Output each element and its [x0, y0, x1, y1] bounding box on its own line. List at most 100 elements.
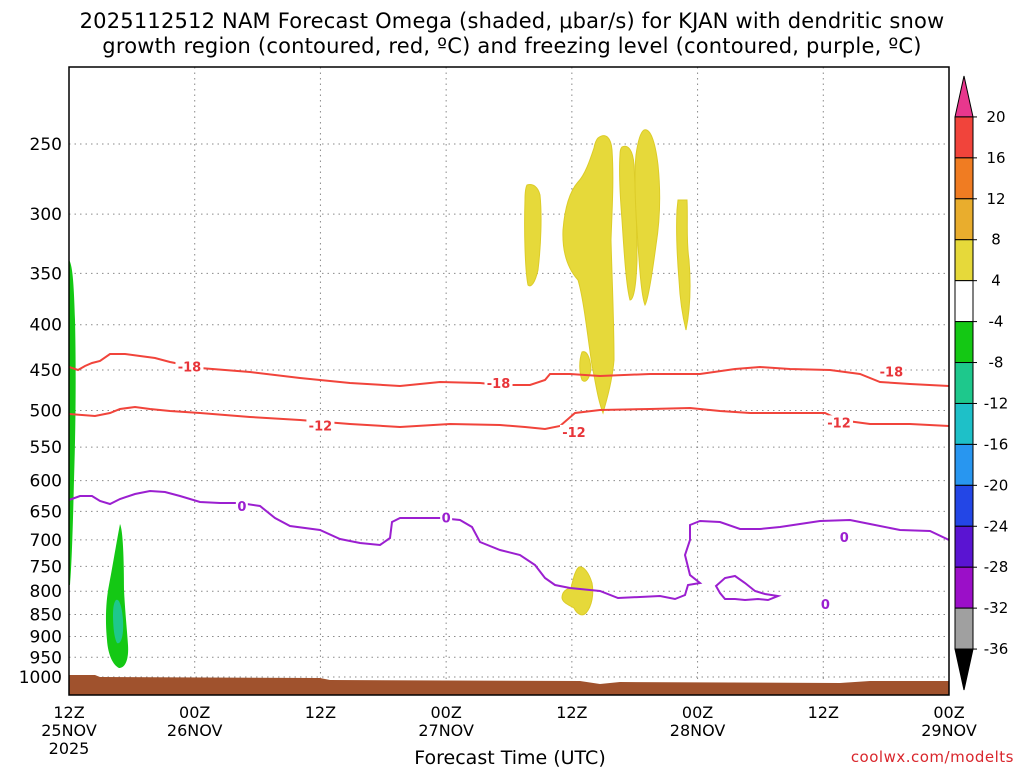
purple-contour-label: 0	[821, 598, 830, 613]
red-contour-label-bg	[306, 418, 335, 434]
x-tick-label: 2025	[49, 739, 90, 758]
colorbar-bin	[954, 402, 974, 445]
colorbar-label: -16	[984, 435, 1009, 453]
x-tick-label: 00Z	[933, 703, 964, 722]
y-tick-label: 950	[30, 648, 62, 668]
red-contour-label-bg	[175, 359, 204, 375]
x-tick-label: 28NOV	[670, 721, 726, 740]
colorbar-label: -8	[989, 354, 1004, 372]
x-tick-label: 27NOV	[418, 721, 474, 740]
colorbar-label: 20	[986, 108, 1005, 126]
red-contour-label: -12	[827, 416, 851, 431]
colorbar: 20 16 12 8 4 -4 -8 -12 -16 -20 -24 -28 -32 -36	[954, 75, 1009, 691]
colorbar-label: 8	[991, 231, 1001, 249]
contour-zero-main	[69, 489, 949, 601]
y-tick-label: 1000	[19, 668, 62, 688]
contour-labels: -18 -18 -18 -12 -12 -12 0 0 0 0	[175, 359, 906, 613]
x-tick-label: 12Z	[53, 703, 84, 722]
purple-contour-label: 0	[237, 500, 246, 515]
x-tick-label: 12Z	[305, 703, 336, 722]
colorbar-bin	[954, 280, 974, 323]
colorbar-bin	[954, 607, 974, 650]
omega-shade-yellow-2	[562, 135, 615, 415]
y-tick-label: 850	[30, 606, 62, 626]
x-tick-label: 26NOV	[167, 721, 223, 740]
colorbar-label: -32	[984, 599, 1009, 617]
red-contour-label-bg	[559, 424, 588, 440]
y-tick-label: 650	[30, 502, 62, 522]
y-tick-label: 500	[30, 402, 62, 422]
plot-border	[68, 66, 950, 696]
contour-zero-loop	[714, 574, 782, 602]
y-tick-label: 350	[30, 264, 62, 284]
colorbar-bin	[954, 198, 974, 241]
chart-title-line-2: growth region (contoured, red, ºC) and f…	[102, 34, 922, 58]
y-tick-label: 800	[30, 582, 62, 602]
colorbar-label: -28	[984, 558, 1009, 576]
purple-contour-label-bg	[440, 510, 453, 526]
omega-shade-yellow-1	[524, 184, 542, 287]
x-tick-label: 00Z	[179, 703, 210, 722]
omega-shade-teal	[113, 599, 124, 644]
y-tick-label: 600	[30, 472, 62, 492]
colorbar-bin	[954, 239, 974, 282]
red-contour-label-bg	[825, 415, 853, 431]
y-tick-label: 250	[30, 135, 62, 155]
red-contour-label: -18	[178, 360, 202, 375]
red-contour-label: -12	[562, 426, 586, 441]
y-tick-label: 400	[30, 316, 62, 336]
x-tick-label: 12Z	[556, 703, 587, 722]
colorbar-bin	[954, 321, 974, 364]
contour-minus12	[69, 405, 949, 431]
colorbar-bin	[954, 75, 974, 118]
purple-contour-label-bg	[235, 499, 248, 515]
y-tick-label: 750	[30, 557, 62, 577]
colorbar-label: -36	[984, 640, 1009, 658]
purple-contour-label-bg	[819, 596, 832, 612]
x-tick-label: 12Z	[808, 703, 839, 722]
omega-shade-yellow-5	[676, 199, 691, 331]
omega-shade-yellow-3	[619, 145, 638, 301]
omega-shading-negative	[69, 260, 129, 668]
colorbar-bin	[954, 362, 974, 404]
colorbar-bin	[954, 648, 974, 691]
y-tick-label: 450	[30, 361, 62, 381]
colorbar-label: -24	[984, 517, 1009, 535]
site-credit: coolwx.com/modelts	[850, 748, 1014, 766]
colorbar-label: -20	[984, 476, 1009, 494]
x-tick-label: 00Z	[682, 703, 713, 722]
colorbar-label: 16	[986, 149, 1005, 167]
colorbar-bin	[954, 157, 974, 200]
red-contour-label: -18	[487, 377, 511, 392]
colorbar-label: -12	[984, 394, 1009, 412]
below-ground-surface	[69, 675, 949, 695]
y-tick-label: 300	[30, 205, 62, 225]
y-tick-label: 700	[30, 531, 62, 551]
colorbar-bin	[954, 116, 974, 159]
colorbar-bin	[954, 484, 974, 527]
omega-shading-positive	[524, 129, 691, 616]
contour-minus18	[69, 353, 949, 388]
dendritic-contours	[69, 353, 949, 431]
red-contour-label: -12	[309, 419, 333, 434]
colorbar-bin	[954, 443, 974, 486]
colorbar-bin	[954, 525, 974, 568]
purple-contour-label: 0	[442, 511, 451, 526]
red-contour-label-bg	[877, 364, 906, 380]
y-tick-label: 900	[30, 627, 62, 647]
grid-lines	[69, 67, 949, 695]
x-tick-label: 25NOV	[41, 721, 97, 740]
purple-contour-label: 0	[840, 531, 849, 546]
y-tick-label: 550	[30, 438, 62, 458]
red-contour-label-bg	[484, 376, 513, 392]
freezing-level-contours	[69, 489, 949, 602]
omega-shade-green-1	[69, 260, 76, 585]
omega-shade-yellow-4	[634, 129, 661, 307]
y-axis: 2503003504004505005506006507007508008509…	[19, 135, 62, 688]
x-axis-label: Forecast Time (UTC)	[414, 747, 605, 768]
chart-title-line-1: 2025112512 NAM Forecast Omega (shaded, μ…	[79, 9, 945, 33]
colorbar-bin	[954, 566, 974, 609]
x-tick-label: 29NOV	[921, 721, 977, 740]
